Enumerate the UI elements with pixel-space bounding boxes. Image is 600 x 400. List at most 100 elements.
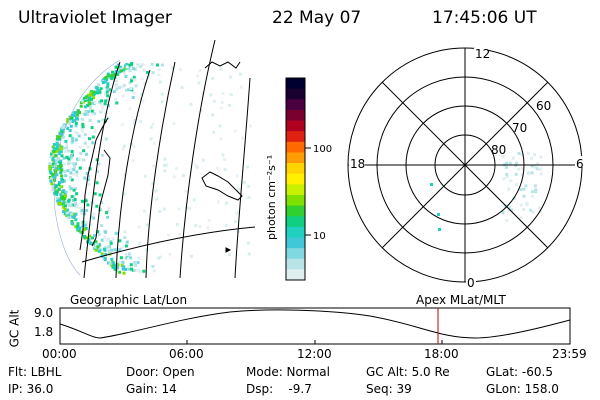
emission-pixel xyxy=(119,69,123,73)
emission-pixel xyxy=(53,191,57,195)
emission-pixel xyxy=(86,98,90,102)
emission-pixel xyxy=(70,114,74,118)
emission-pixel xyxy=(56,199,60,203)
emission-pixel xyxy=(83,235,87,239)
emission-pixel xyxy=(59,171,63,175)
emission-pixel xyxy=(151,71,155,75)
emission-pixel xyxy=(212,130,216,134)
colorbar-tick-10: 10 xyxy=(313,231,326,242)
emission-pixel xyxy=(93,245,97,249)
mlt-label-6: 6 xyxy=(576,157,584,171)
emission-pixel xyxy=(80,211,84,215)
emission-pixel xyxy=(132,91,136,95)
emission-pixel xyxy=(194,163,198,167)
emission-pixel xyxy=(98,100,102,104)
info-gain: Gain: 14 xyxy=(126,382,177,396)
emission-pixel xyxy=(133,268,137,272)
emission-pixel xyxy=(128,81,132,85)
emission-pixel xyxy=(206,226,210,230)
emission-pixel xyxy=(220,101,224,104)
emission-pixel xyxy=(79,152,83,156)
emission-pixel xyxy=(90,112,94,116)
emission-pixel xyxy=(90,97,93,101)
emission-pixel xyxy=(221,153,225,157)
emission-pixel xyxy=(157,73,161,77)
polar-emission-pixel xyxy=(521,167,525,171)
emission-pixel xyxy=(122,271,126,275)
emission-pixel xyxy=(102,247,106,251)
emission-pixel xyxy=(158,209,162,213)
colorbar-cell xyxy=(286,120,305,132)
emission-pixel xyxy=(58,181,61,184)
emission-pixel xyxy=(50,177,53,181)
emission-pixel xyxy=(89,241,93,245)
emission-pixel xyxy=(129,77,133,81)
emission-pixel xyxy=(60,202,64,206)
emission-pixel xyxy=(73,198,77,201)
colorbar-cell xyxy=(286,248,305,260)
emission-pixel xyxy=(107,237,110,241)
emission-pixel xyxy=(219,67,223,71)
polar-emission-pixel xyxy=(507,206,511,210)
emission-pixel xyxy=(239,85,243,89)
emission-pixel xyxy=(54,170,57,174)
emission-pixel xyxy=(86,145,90,149)
emission-pixel xyxy=(59,164,63,168)
emission-pixel xyxy=(68,134,72,138)
emission-pixel xyxy=(63,208,67,211)
emission-pixel xyxy=(75,113,79,117)
orbit-x-tick-0000: 00:00 xyxy=(42,347,77,361)
emission-pixel xyxy=(64,139,68,143)
colorbar-cell xyxy=(286,163,305,175)
emission-pixel xyxy=(139,64,143,68)
emission-pixel xyxy=(50,149,54,153)
polar-emission-pixel xyxy=(525,202,529,205)
emission-pixel xyxy=(64,194,67,198)
emission-pixel xyxy=(83,176,87,180)
emission-pixel xyxy=(198,69,202,73)
polar-emission-pixel xyxy=(508,161,512,165)
emission-pixel xyxy=(57,198,61,202)
emission-pixel xyxy=(70,141,74,145)
emission-pixel xyxy=(57,183,61,187)
emission-pixel xyxy=(100,119,104,123)
emission-pixel xyxy=(62,189,66,193)
emission-pixel xyxy=(149,137,153,141)
emission-pixel xyxy=(49,179,53,183)
emission-pixel xyxy=(136,268,140,272)
emission-pixel xyxy=(121,85,125,89)
emission-pixel xyxy=(52,162,56,166)
emission-pixel xyxy=(194,224,198,228)
emission-pixel xyxy=(125,65,129,69)
emission-pixel xyxy=(118,86,122,90)
emission-pixel xyxy=(197,81,201,85)
mlt-label-0: 0 xyxy=(467,276,475,290)
emission-pixel xyxy=(86,93,90,97)
emission-pixel xyxy=(65,214,69,218)
polar-emission-pixel xyxy=(522,208,526,211)
emission-pixel xyxy=(152,269,156,273)
emission-pixel xyxy=(200,109,204,112)
colorbar: 100 10 photon cm⁻²s⁻¹ xyxy=(265,77,332,281)
emission-pixel xyxy=(111,237,115,241)
emission-pixel xyxy=(76,132,80,136)
emission-pixel xyxy=(49,155,53,159)
emission-pixel xyxy=(160,100,164,104)
emission-pixel xyxy=(89,107,93,111)
emission-pixel xyxy=(48,165,52,169)
emission-pixel xyxy=(59,161,63,165)
emission-pixel xyxy=(132,75,136,79)
emission-pixel xyxy=(177,207,181,211)
emission-pixel xyxy=(211,77,215,80)
emission-pixel xyxy=(82,158,86,162)
emission-pixel xyxy=(121,94,125,98)
emission-pixel xyxy=(129,63,133,67)
emission-pixel xyxy=(67,198,71,202)
emission-pixel xyxy=(67,213,71,217)
emission-pixel xyxy=(122,192,126,196)
emission-pixel xyxy=(106,82,110,86)
emission-pixel xyxy=(127,267,131,271)
emission-pixel xyxy=(234,220,238,224)
emission-pixel xyxy=(158,80,162,84)
emission-pixel xyxy=(59,168,63,172)
